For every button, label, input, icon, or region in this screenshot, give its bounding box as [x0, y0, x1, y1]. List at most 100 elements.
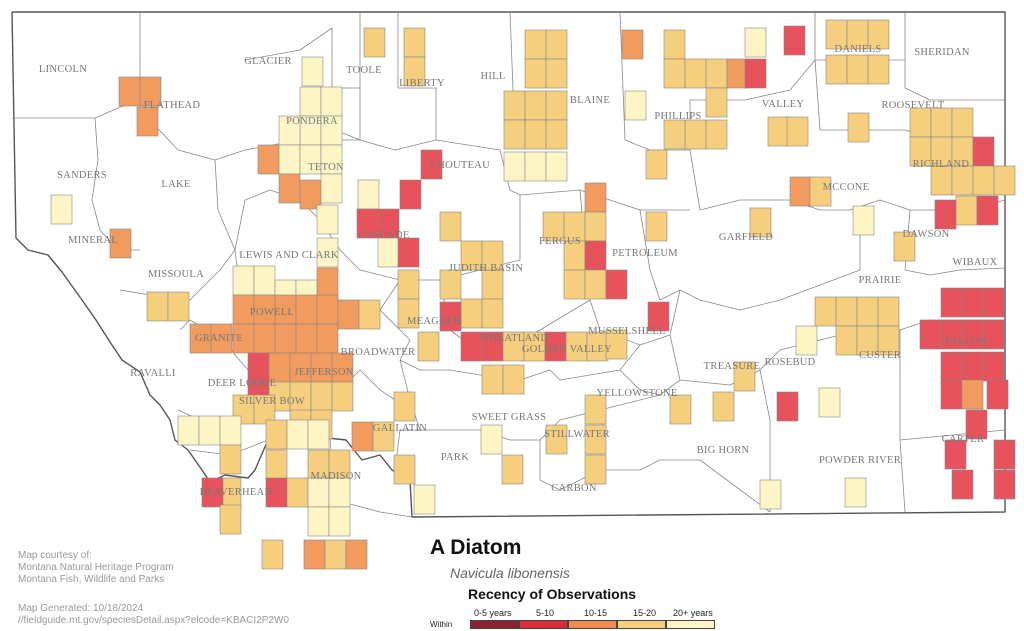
county-label: SILVER BOW	[239, 396, 305, 407]
county-label: PARK	[441, 452, 469, 463]
species-common-name: A Diatom	[430, 536, 522, 559]
observation-cell	[210, 323, 233, 354]
source-url[interactable]: //fieldguide.mt.gov/speciesDetail.aspx?e…	[18, 615, 289, 626]
boundary-line	[397, 12, 437, 140]
county-label: MUSSELSHELL	[588, 326, 665, 337]
observation-cell	[545, 119, 568, 150]
county-label: HILL	[480, 71, 505, 82]
boundary-line	[619, 11, 690, 151]
observation-cell	[253, 323, 276, 354]
county-label: DAWSON	[902, 229, 949, 240]
county-label: BEAVERHEAD	[200, 487, 273, 498]
observation-cell	[417, 331, 440, 362]
observation-cell	[372, 421, 395, 452]
observation-cell	[563, 269, 586, 300]
county-label: GALLATIN	[373, 423, 427, 434]
county-label: POWELL	[250, 307, 294, 318]
observation-cell	[460, 298, 483, 329]
observation-cell	[972, 136, 995, 167]
credit-line: Map courtesy of:	[18, 550, 92, 561]
observation-cell	[744, 58, 767, 89]
observation-cell	[345, 539, 368, 570]
observation-cells	[50, 19, 1016, 570]
observation-cell	[909, 107, 932, 138]
observation-cell	[584, 211, 607, 242]
observation-cell	[605, 269, 628, 300]
observation-cell	[940, 379, 963, 410]
observation-cell	[118, 76, 141, 107]
county-label: WIBAUX	[953, 257, 998, 268]
observation-cell	[328, 506, 351, 537]
county-label: FALLON	[945, 336, 988, 347]
observation-cell	[299, 179, 322, 210]
observation-cell	[951, 469, 974, 500]
county-label: DANIELS	[834, 44, 881, 55]
boundary-line	[689, 12, 816, 150]
generated-block: Map Generated: 10/18/2024 //fieldguide.m…	[18, 603, 289, 627]
observation-cell	[786, 116, 809, 147]
observation-cell	[201, 477, 224, 508]
observation-cell	[951, 107, 974, 138]
observation-cell	[219, 415, 242, 446]
observation-cell	[705, 119, 728, 150]
observation-cell	[261, 539, 284, 570]
observation-cell	[253, 265, 276, 296]
county-label: RAVALLI	[130, 368, 176, 379]
observation-cell	[982, 351, 1005, 382]
observation-cell	[324, 539, 347, 570]
county-label: PETROLEUM	[612, 248, 678, 259]
observation-cell	[278, 173, 301, 204]
observation-cell	[358, 299, 381, 330]
observation-cell	[307, 477, 330, 508]
observation-cell	[584, 240, 607, 271]
county-label: LINCOLN	[39, 64, 87, 75]
county-label: PRAIRIE	[859, 275, 902, 286]
observation-cell	[809, 176, 832, 207]
legend-label: 15-20	[633, 608, 657, 618]
observation-cell	[712, 391, 735, 422]
observation-cell	[684, 58, 707, 89]
observation-cell	[351, 421, 374, 452]
county-label: TOOLE	[346, 65, 382, 76]
observation-cell	[399, 179, 422, 210]
observation-cell	[109, 228, 132, 259]
observation-cell	[645, 211, 668, 242]
observation-cell	[684, 119, 707, 150]
credit-line: Montana Natural Heritage Program	[18, 562, 174, 573]
county-label: FLATHEAD	[144, 100, 201, 111]
observation-cell	[844, 477, 867, 508]
county-label: MINERAL	[68, 235, 118, 246]
county-label: CHOUTEAU	[430, 160, 490, 171]
county-label: CARBON	[551, 483, 597, 494]
observation-cell	[316, 294, 339, 325]
boundary-line	[539, 394, 771, 513]
observation-cell	[295, 294, 318, 325]
boundary-line	[214, 159, 236, 251]
observation-cell	[357, 179, 380, 210]
boundary-line	[379, 309, 411, 361]
boundary-line	[519, 189, 690, 211]
observation-cell	[524, 58, 547, 89]
observation-cell	[299, 86, 322, 117]
observation-cell	[776, 391, 799, 422]
legend-label: 0-5 years	[474, 608, 512, 618]
observation-cell	[393, 454, 416, 485]
observation-cell	[377, 237, 400, 268]
county-label: POWDER RIVER	[819, 455, 901, 466]
county-label: SANDERS	[57, 170, 107, 181]
observation-cell	[663, 58, 686, 89]
observation-cell	[232, 265, 255, 296]
observation-cell	[789, 176, 812, 207]
county-label: TREASURE	[704, 361, 761, 372]
observation-cell	[940, 287, 963, 318]
observation-cell	[146, 291, 169, 322]
observation-cell	[502, 364, 525, 395]
observation-cell	[310, 381, 333, 412]
observation-cell	[852, 205, 875, 236]
observation-cell	[397, 269, 420, 300]
observation-cell	[961, 379, 984, 410]
observation-cell	[274, 323, 297, 354]
legend-label: 20+ years	[673, 608, 713, 618]
observation-cell	[705, 58, 728, 89]
county-label: JUDITH BASIN	[449, 263, 524, 274]
